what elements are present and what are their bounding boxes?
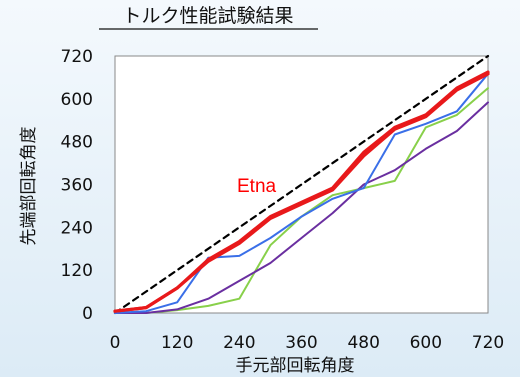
annotation-etna: Etna bbox=[237, 176, 277, 197]
chart-title: トルク性能試験結果 bbox=[122, 5, 293, 27]
tick-layer: 0 120 240 360 480 600 720 0 120 240 360 480 600 720 bbox=[61, 47, 505, 353]
series-layer bbox=[113, 54, 490, 315]
x-tick-label: 120 bbox=[161, 333, 193, 353]
y-tick-label: 120 bbox=[61, 261, 93, 281]
x-tick-label: 360 bbox=[285, 333, 317, 353]
y-tick-label: 600 bbox=[61, 90, 93, 110]
x-tick-label: 240 bbox=[223, 333, 255, 353]
y-tick-label: 360 bbox=[61, 176, 93, 196]
x-tick-label: 480 bbox=[347, 333, 379, 353]
x-axis-title: 手元部回転角度 bbox=[236, 356, 355, 376]
y-tick-label: 480 bbox=[61, 133, 93, 153]
series-line-0 bbox=[113, 54, 490, 315]
series-line-2 bbox=[114, 101, 489, 314]
x-tick-label: 0 bbox=[110, 333, 121, 353]
y-tick-label: 0 bbox=[82, 304, 93, 324]
y-axis-title: 先端部回転角度 bbox=[19, 127, 39, 246]
x-tick-label: 720 bbox=[472, 333, 504, 353]
series-line-5 bbox=[113, 72, 490, 313]
series-line-3 bbox=[114, 72, 489, 314]
y-tick-label: 720 bbox=[61, 47, 93, 67]
y-tick-label: 240 bbox=[61, 218, 93, 238]
x-tick-label: 600 bbox=[410, 333, 442, 353]
